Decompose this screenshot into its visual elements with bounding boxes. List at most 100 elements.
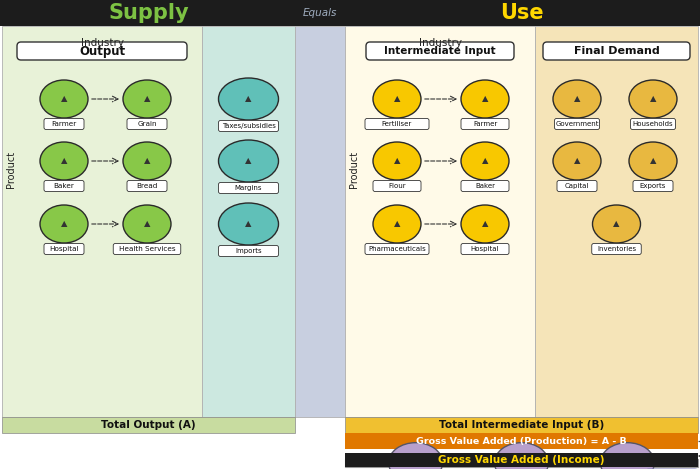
Text: Product: Product xyxy=(6,151,16,188)
Text: ▲: ▲ xyxy=(393,94,400,104)
Text: ▲: ▲ xyxy=(412,458,419,467)
Text: ▲: ▲ xyxy=(144,94,150,104)
Text: ▲: ▲ xyxy=(518,458,525,467)
Text: Industry: Industry xyxy=(419,38,461,48)
Text: Output: Output xyxy=(79,45,125,58)
Text: Baker: Baker xyxy=(54,183,74,189)
Ellipse shape xyxy=(494,443,549,469)
Bar xyxy=(2,26,202,417)
Text: Inventories: Inventories xyxy=(597,246,636,252)
Text: Farmer: Farmer xyxy=(473,121,497,127)
FancyBboxPatch shape xyxy=(373,181,421,191)
Text: Industry: Industry xyxy=(80,38,123,48)
Text: ▲: ▲ xyxy=(574,94,580,104)
Ellipse shape xyxy=(601,443,655,469)
Ellipse shape xyxy=(461,80,509,118)
FancyBboxPatch shape xyxy=(461,243,509,255)
Text: Margins: Margins xyxy=(234,185,262,191)
Text: ▲: ▲ xyxy=(393,219,400,228)
FancyBboxPatch shape xyxy=(44,119,84,129)
Text: Total Intermediate Input (B): Total Intermediate Input (B) xyxy=(439,420,604,430)
Text: Fertiliser: Fertiliser xyxy=(382,121,412,127)
Text: ▲: ▲ xyxy=(482,94,489,104)
Bar xyxy=(2,417,295,433)
Ellipse shape xyxy=(389,443,442,469)
Text: ▲: ▲ xyxy=(61,157,67,166)
Text: Baker: Baker xyxy=(475,183,495,189)
Text: Taxes/subsidies: Taxes/subsidies xyxy=(222,123,275,129)
Text: Flour: Flour xyxy=(389,183,406,189)
Ellipse shape xyxy=(218,140,279,182)
Text: Imports: Imports xyxy=(235,248,262,254)
Bar xyxy=(0,0,700,26)
Text: Government: Government xyxy=(555,121,598,127)
Ellipse shape xyxy=(123,142,171,180)
Text: Hospital: Hospital xyxy=(49,246,78,252)
Text: Households: Households xyxy=(633,121,673,127)
Text: Final Demand: Final Demand xyxy=(573,46,659,56)
Text: ▲: ▲ xyxy=(245,157,252,166)
FancyBboxPatch shape xyxy=(365,243,429,255)
FancyBboxPatch shape xyxy=(365,119,429,129)
Text: Product: Product xyxy=(349,151,359,188)
Text: Use: Use xyxy=(500,3,543,23)
Text: Gross Value Added (Income): Gross Value Added (Income) xyxy=(438,455,605,465)
Text: Exports: Exports xyxy=(640,183,666,189)
Text: ▲: ▲ xyxy=(650,94,657,104)
FancyBboxPatch shape xyxy=(554,119,599,129)
FancyBboxPatch shape xyxy=(127,181,167,191)
Bar xyxy=(295,26,345,417)
Bar xyxy=(345,26,535,417)
FancyBboxPatch shape xyxy=(461,181,509,191)
Bar xyxy=(345,459,698,467)
Text: Farmer: Farmer xyxy=(51,121,76,127)
Text: Health Services: Health Services xyxy=(119,246,175,252)
Bar xyxy=(345,417,698,433)
Ellipse shape xyxy=(218,203,279,245)
Ellipse shape xyxy=(629,142,677,180)
Ellipse shape xyxy=(123,80,171,118)
Text: Total Output (A): Total Output (A) xyxy=(102,420,196,430)
Text: Capital: Capital xyxy=(565,183,589,189)
FancyBboxPatch shape xyxy=(113,243,181,255)
FancyBboxPatch shape xyxy=(557,181,597,191)
FancyBboxPatch shape xyxy=(631,119,676,129)
Text: Hospital: Hospital xyxy=(470,246,499,252)
Text: ▲: ▲ xyxy=(482,219,489,228)
Text: ▲: ▲ xyxy=(574,157,580,166)
FancyBboxPatch shape xyxy=(218,121,279,131)
Bar xyxy=(345,453,698,467)
Ellipse shape xyxy=(461,205,509,243)
Bar xyxy=(202,26,295,417)
Text: ▲: ▲ xyxy=(245,94,252,104)
Text: ▲: ▲ xyxy=(144,219,150,228)
Text: ▲: ▲ xyxy=(245,219,252,228)
FancyBboxPatch shape xyxy=(44,243,84,255)
Ellipse shape xyxy=(373,205,421,243)
Text: ▲: ▲ xyxy=(613,219,620,228)
Text: ▲: ▲ xyxy=(144,157,150,166)
Text: Supply: Supply xyxy=(108,3,189,23)
Ellipse shape xyxy=(40,142,88,180)
FancyBboxPatch shape xyxy=(592,243,641,255)
FancyBboxPatch shape xyxy=(461,119,509,129)
Ellipse shape xyxy=(629,80,677,118)
Text: ▲: ▲ xyxy=(650,157,657,166)
Text: ▲: ▲ xyxy=(61,219,67,228)
Text: Grain: Grain xyxy=(137,121,157,127)
Text: ▲: ▲ xyxy=(393,157,400,166)
Ellipse shape xyxy=(40,205,88,243)
FancyBboxPatch shape xyxy=(366,42,514,60)
FancyBboxPatch shape xyxy=(218,182,279,194)
Ellipse shape xyxy=(40,80,88,118)
FancyBboxPatch shape xyxy=(127,119,167,129)
Ellipse shape xyxy=(123,205,171,243)
Ellipse shape xyxy=(553,80,601,118)
FancyBboxPatch shape xyxy=(543,42,690,60)
Ellipse shape xyxy=(592,205,640,243)
FancyBboxPatch shape xyxy=(44,181,84,191)
Text: Intermediate Input: Intermediate Input xyxy=(384,46,496,56)
Text: Bread: Bread xyxy=(136,183,158,189)
Ellipse shape xyxy=(461,142,509,180)
Ellipse shape xyxy=(373,80,421,118)
